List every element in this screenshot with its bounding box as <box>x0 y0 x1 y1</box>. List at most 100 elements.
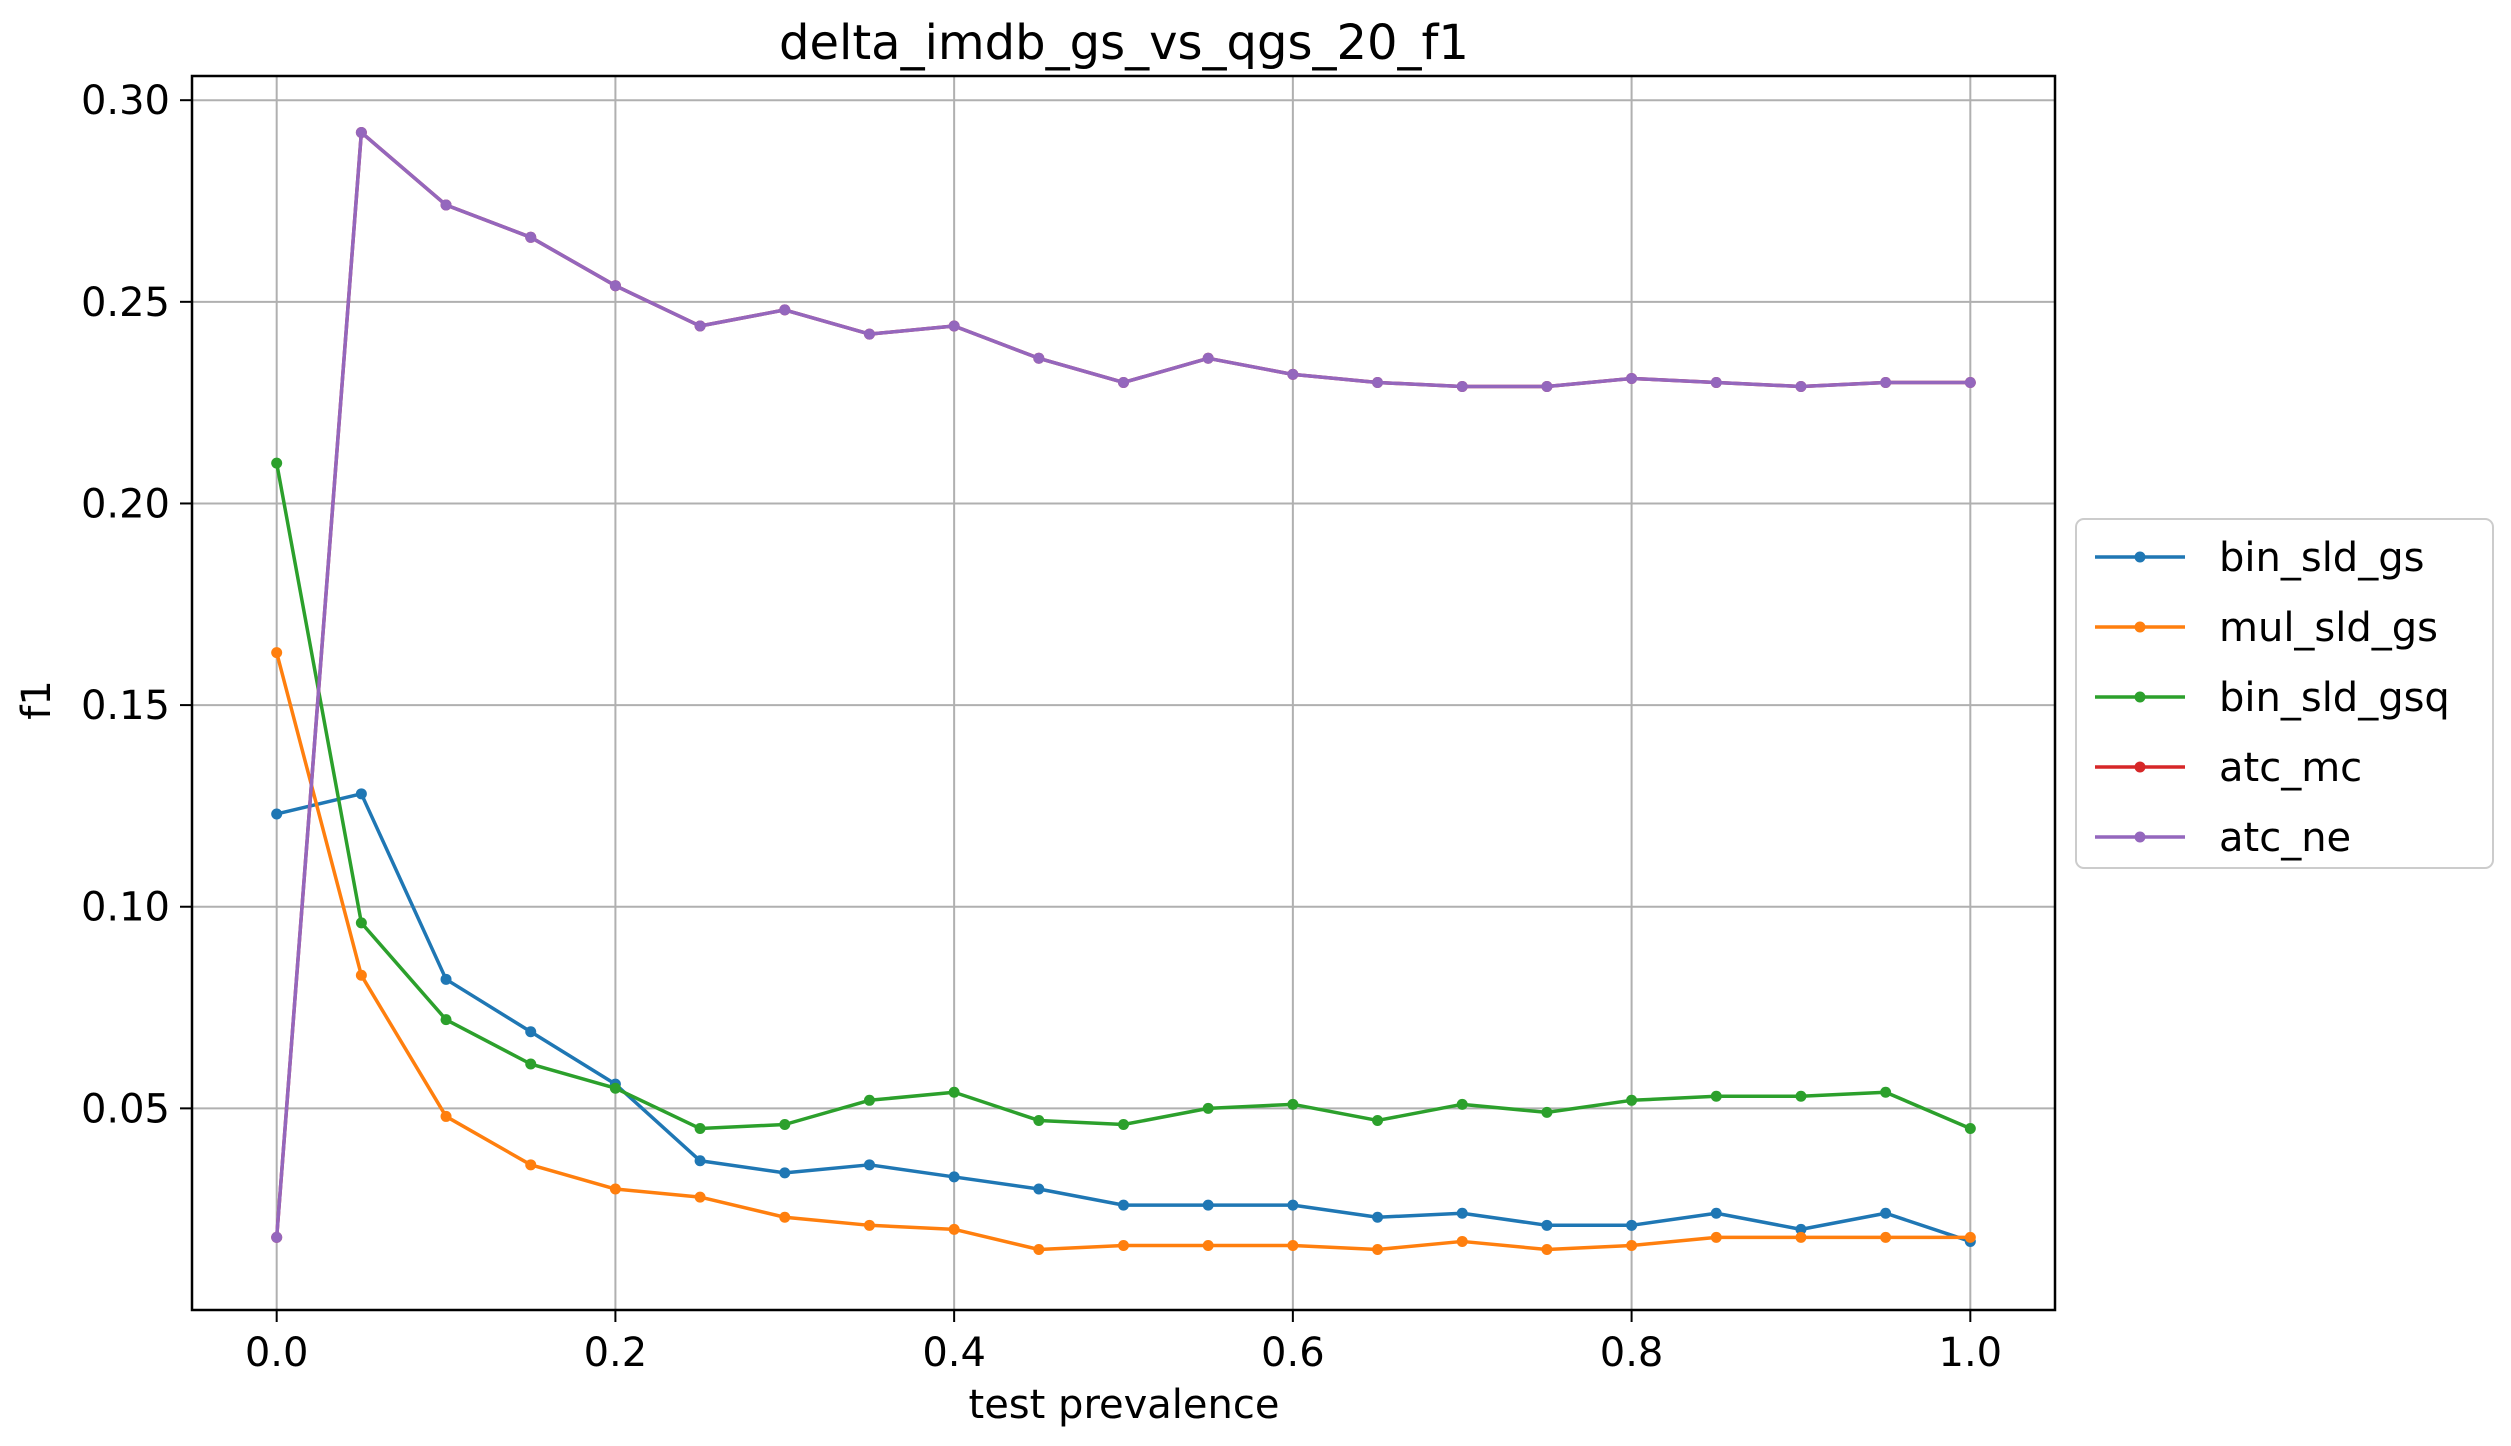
legend-label: atc_mc <box>2219 745 2362 791</box>
legend-item-bin-sld-gsq: bin_sld_gsq <box>2095 675 2450 721</box>
data-point-mul-sld-gs <box>355 969 367 981</box>
data-point-bin-sld-gsq <box>694 1123 706 1135</box>
data-point-bin-sld-gsq <box>440 1014 452 1026</box>
y-axis: 0.05 0.10 0.15 0.20 0.25 0.30 <box>81 78 192 1132</box>
data-point-bin-sld-gs <box>1541 1219 1553 1231</box>
x-tick-label: 0.6 <box>1261 1330 1325 1376</box>
data-point-bin-sld-gs <box>948 1171 960 1183</box>
legend-swatch-marker <box>2134 621 2146 633</box>
data-point-bin-sld-gsq <box>355 917 367 929</box>
legend: bin_sld_gs mul_sld_gs bin_sld_gsq atc_mcatc… <box>2075 518 2494 869</box>
plot-frame <box>190 74 2057 1312</box>
data-point-atc-ne <box>1118 376 1129 388</box>
data-point-bin-sld-gs <box>1795 1223 1807 1235</box>
x-tick-label: 0.0 <box>245 1330 309 1376</box>
data-point-atc-ne <box>1626 372 1638 384</box>
data-point-mul-sld-gs <box>863 1219 875 1231</box>
data-point-bin-sld-gsq <box>1202 1102 1214 1114</box>
legend-label: atc_ne <box>2219 815 2351 861</box>
data-point-atc-ne <box>271 1231 283 1243</box>
data-point-bin-sld-gsq <box>609 1082 621 1094</box>
data-point-atc-ne <box>863 328 875 340</box>
data-point-bin-sld-gs <box>440 973 452 985</box>
data-point-atc-ne <box>355 126 367 138</box>
y-tick-label: 0.25 <box>81 280 170 326</box>
data-point-mul-sld-gs <box>1964 1231 1976 1243</box>
y-tick-label: 0.05 <box>81 1086 170 1132</box>
series-bin-sld-gsq <box>271 457 1976 1135</box>
y-tick-label: 0.15 <box>81 683 170 729</box>
data-point-mul-sld-gs <box>609 1183 621 1195</box>
data-point-bin-sld-gs <box>1202 1199 1214 1211</box>
legend-item-bin-sld-gs: bin_sld_gs <box>2095 535 2424 581</box>
data-point-bin-sld-gs <box>355 788 367 800</box>
data-point-bin-sld-gsq <box>1456 1098 1468 1110</box>
data-point-atc-ne <box>1456 381 1468 393</box>
data-point-mul-sld-gs <box>1033 1244 1045 1256</box>
data-point-atc-ne <box>1033 352 1045 364</box>
data-point-bin-sld-gsq <box>1795 1090 1807 1102</box>
x-tick-label: 0.4 <box>922 1330 986 1376</box>
data-point-bin-sld-gs <box>779 1167 791 1179</box>
data-point-mul-sld-gs <box>1541 1244 1553 1256</box>
data-point-atc-ne <box>779 304 791 316</box>
data-point-mul-sld-gs <box>948 1223 960 1235</box>
data-point-mul-sld-gs <box>525 1159 537 1171</box>
data-point-bin-sld-gsq <box>1710 1090 1722 1102</box>
data-point-bin-sld-gs <box>1456 1207 1468 1219</box>
data-point-bin-sld-gs <box>271 808 283 820</box>
legend-swatch-marker <box>2134 831 2146 843</box>
x-tick-label: 0.2 <box>584 1330 648 1376</box>
y-tick-label: 0.10 <box>81 885 170 931</box>
data-point-bin-sld-gsq <box>1118 1118 1129 1130</box>
data-point-bin-sld-gs <box>1626 1219 1638 1231</box>
series-mul-sld-gs <box>271 647 1976 1256</box>
data-point-atc-ne <box>1372 376 1384 388</box>
data-point-bin-sld-gsq <box>1964 1123 1976 1135</box>
y-tick-label: 0.30 <box>81 78 170 124</box>
data-point-atc-ne <box>1795 381 1807 393</box>
data-point-atc-ne <box>694 320 706 332</box>
data-point-bin-sld-gsq <box>271 457 283 469</box>
data-point-mul-sld-gs <box>1118 1239 1129 1251</box>
data-point-bin-sld-gs <box>694 1155 706 1167</box>
data-point-atc-ne <box>1202 352 1214 364</box>
data-point-mul-sld-gs <box>1287 1239 1299 1251</box>
data-point-atc-ne <box>1541 381 1553 393</box>
data-point-mul-sld-gs <box>1880 1231 1892 1243</box>
data-point-atc-ne <box>609 280 621 292</box>
x-axis: 0.0 0.2 0.4 0.6 0.8 1.0 <box>245 1310 2002 1376</box>
data-point-bin-sld-gsq <box>948 1086 960 1098</box>
data-point-atc-ne <box>948 320 960 332</box>
data-point-mul-sld-gs <box>1202 1239 1214 1251</box>
data-point-bin-sld-gs <box>1033 1183 1045 1195</box>
data-point-bin-sld-gsq <box>1880 1086 1892 1098</box>
data-point-atc-ne <box>525 231 537 243</box>
data-point-atc-ne <box>1964 376 1976 388</box>
data-point-mul-sld-gs <box>1710 1231 1722 1243</box>
data-point-mul-sld-gs <box>1372 1244 1384 1256</box>
data-point-bin-sld-gs <box>1287 1199 1299 1211</box>
data-point-bin-sld-gs <box>525 1026 537 1038</box>
chart-title: delta_imdb_gs_vs_qgs_20_f1 <box>779 15 1469 71</box>
x-tick-label: 0.8 <box>1600 1330 1664 1376</box>
legend-swatch-marker <box>2134 761 2146 773</box>
data-point-mul-sld-gs <box>1795 1231 1807 1243</box>
data-point-mul-sld-gs <box>779 1211 791 1223</box>
data-point-bin-sld-gsq <box>779 1118 791 1130</box>
legend-item-atc-ne: atc_ne <box>2095 815 2351 861</box>
data-point-bin-sld-gsq <box>1626 1094 1638 1106</box>
data-point-atc-ne <box>440 199 452 211</box>
legend-frame <box>2075 518 2494 869</box>
series-atc-ne <box>271 126 1976 1243</box>
data-point-atc-ne <box>1287 368 1299 380</box>
data-point-mul-sld-gs <box>1456 1235 1468 1247</box>
series-layer <box>271 126 1976 1256</box>
data-point-atc-ne <box>1710 376 1722 388</box>
data-point-mul-sld-gs <box>1626 1239 1638 1251</box>
data-point-bin-sld-gsq <box>863 1094 875 1106</box>
legend-item-atc-mc: atc_mc <box>2095 745 2362 791</box>
x-tick-label: 1.0 <box>1939 1330 2003 1376</box>
data-point-bin-sld-gs <box>1710 1207 1722 1219</box>
